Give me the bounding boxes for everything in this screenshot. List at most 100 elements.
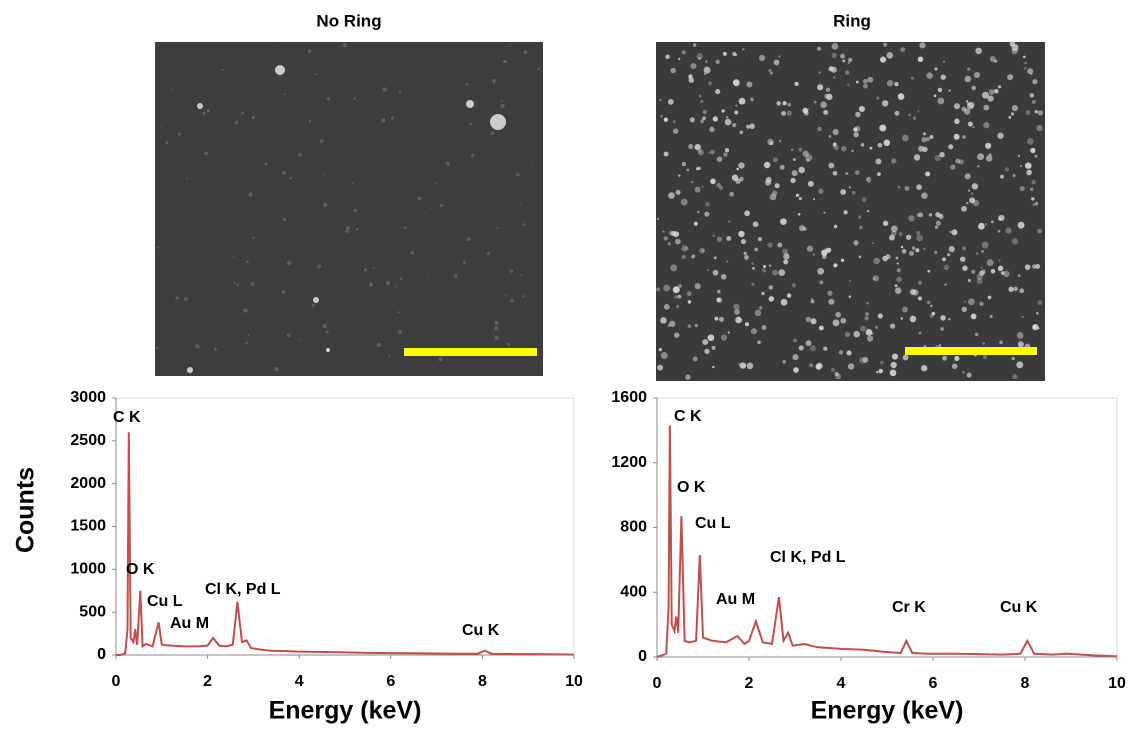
texture: [674, 295, 678, 299]
texture: [519, 274, 522, 276]
texture: [744, 322, 749, 327]
texture: [948, 89, 951, 92]
texture: [201, 250, 203, 252]
texture: [848, 295, 852, 298]
texture: [252, 236, 255, 239]
texture: [698, 94, 702, 98]
texture: [860, 143, 865, 147]
texture: [1024, 162, 1032, 169]
texture: [671, 230, 677, 237]
peak-label: Cu K: [462, 622, 500, 639]
texture: [434, 182, 437, 185]
texture: [807, 180, 814, 187]
texture: [669, 320, 676, 328]
texture: [1034, 110, 1038, 114]
texture: [693, 221, 698, 226]
texture: [951, 229, 958, 236]
texture: [1037, 300, 1043, 306]
texture: [896, 268, 901, 273]
texture: [820, 101, 827, 109]
texture: [725, 115, 729, 119]
texture: [160, 125, 162, 127]
texture: [843, 210, 848, 215]
texture: [793, 367, 799, 373]
texture: [740, 238, 747, 245]
texture: [866, 301, 869, 305]
texture: [971, 85, 976, 91]
texture: [823, 346, 828, 351]
texture: [187, 367, 193, 373]
texture: [810, 297, 813, 301]
texture: [818, 71, 821, 74]
texture: [712, 234, 715, 237]
texture: [912, 116, 917, 120]
x-tick-label: 4: [295, 673, 304, 690]
texture: [503, 59, 507, 64]
texture: [831, 52, 837, 59]
texture: [981, 250, 984, 253]
texture: [1026, 169, 1032, 176]
texture: [943, 264, 950, 271]
texture: [877, 142, 883, 148]
texture: [833, 145, 839, 151]
texture: [1016, 361, 1024, 369]
texture: [494, 320, 499, 326]
texture: [243, 308, 248, 313]
texture: [966, 201, 969, 205]
texture: [264, 162, 268, 166]
texture: [710, 178, 716, 185]
texture: [999, 340, 1003, 345]
texture: [711, 345, 716, 350]
texture: [323, 202, 328, 207]
x-tick-label: 6: [386, 673, 395, 690]
texture: [832, 170, 838, 176]
texture: [990, 220, 994, 224]
texture: [398, 90, 402, 93]
texture: [975, 252, 979, 255]
texture: [782, 360, 786, 364]
sem-image: [155, 42, 543, 376]
texture: [283, 217, 287, 222]
texture: [930, 304, 933, 308]
texture: [688, 77, 695, 84]
texture: [718, 316, 724, 322]
texture: [707, 334, 715, 342]
y-tick-label: 500: [79, 603, 106, 620]
texture: [1032, 203, 1036, 207]
texture: [759, 306, 763, 310]
texture: [1003, 270, 1010, 278]
texture: [935, 220, 941, 226]
texture: [998, 268, 1002, 272]
texture: [833, 224, 838, 229]
texture: [983, 122, 990, 129]
x-tick-label: 6: [929, 675, 938, 692]
texture: [904, 186, 910, 191]
texture: [944, 283, 947, 287]
texture: [848, 57, 853, 63]
texture: [715, 59, 720, 64]
peak-label: Au M: [170, 615, 209, 632]
texture: [735, 316, 742, 324]
texture: [812, 253, 815, 256]
texture: [716, 182, 721, 188]
y-tick-label: 0: [638, 648, 647, 665]
texture: [928, 213, 933, 217]
texture: [1000, 174, 1004, 179]
texture: [768, 285, 774, 290]
texture: [933, 250, 938, 255]
texture: [963, 108, 971, 115]
texture: [803, 227, 807, 231]
texture: [862, 83, 868, 89]
texture: [697, 149, 704, 156]
texture: [286, 333, 291, 338]
texture: [934, 154, 941, 162]
texture: [688, 143, 694, 150]
texture: [156, 246, 159, 249]
texture: [792, 354, 799, 361]
texture: [1023, 55, 1026, 59]
texture: [326, 97, 331, 101]
texture: [778, 55, 781, 58]
x-axis-title: Energy (keV): [811, 697, 964, 725]
texture: [938, 344, 942, 347]
y-axis-title: Counts: [12, 467, 40, 553]
